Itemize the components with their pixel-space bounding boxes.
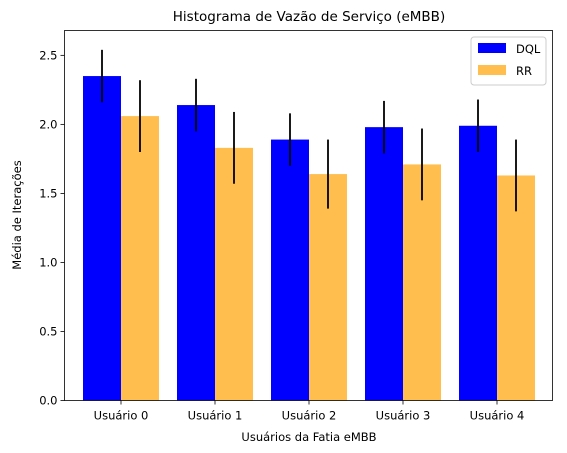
bar-dql-4 [459, 125, 497, 401]
y-tick-label-5: 2.5 [39, 48, 57, 62]
bar-rr-4 [497, 175, 535, 401]
x-tick-label-1: Usuário 1 [188, 409, 243, 423]
legend: DQL RR [470, 36, 547, 86]
plot-frame [64, 30, 553, 401]
bar-rr-1 [215, 147, 253, 401]
x-tick-label-0: Usuário 0 [94, 409, 149, 423]
legend-label-rr: RR [516, 64, 532, 78]
plot-area: Usuário 0 Usuário 1 Usuário 2 Usuário 3 Usuá… [39, 48, 535, 423]
chart-title: Histograma de Vazão de Serviço (eMBB) [173, 9, 445, 25]
y-axis-label: Média de Iterações [10, 160, 24, 269]
bar-rr-2 [309, 174, 347, 401]
bar-dql-0 [83, 76, 121, 401]
x-tick-label-2: Usuário 2 [282, 409, 337, 423]
legend-swatch-dql [478, 43, 506, 53]
y-tick-label-1: 0.5 [39, 324, 57, 338]
legend-label-dql: DQL [516, 42, 541, 56]
bar-dql-3 [365, 127, 403, 401]
y-tick-label-0: 0.0 [39, 394, 57, 408]
bar-dql-2 [271, 139, 309, 401]
y-tick-label-4: 2.0 [39, 117, 57, 131]
bar-rr-3 [403, 164, 441, 401]
x-tick-label-3: Usuário 3 [376, 409, 431, 423]
x-axis-label: Usuários da Fatia eMBB [241, 430, 376, 444]
legend-swatch-rr [478, 65, 506, 75]
bar-dql-1 [177, 105, 215, 401]
bar-rr-0 [121, 116, 159, 401]
x-tick-label-4: Usuário 4 [470, 409, 525, 423]
y-tick-label-2: 1.0 [39, 255, 57, 269]
y-tick-label-3: 1.5 [39, 186, 57, 200]
